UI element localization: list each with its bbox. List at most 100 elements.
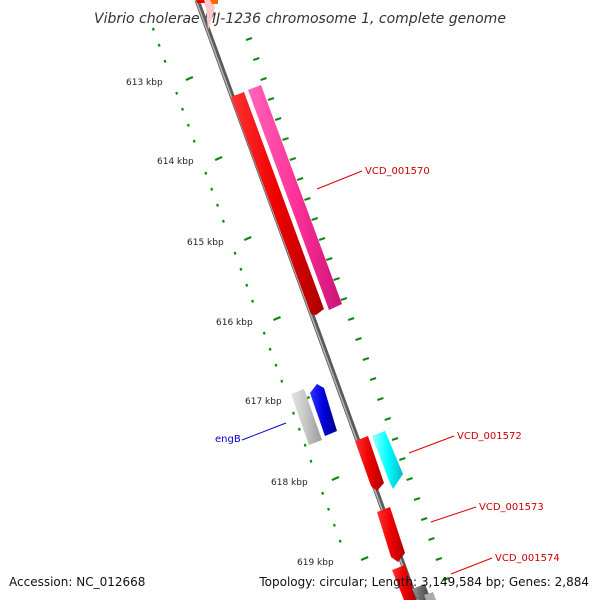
scale-dot-inner xyxy=(239,267,243,271)
gene-top-partial-orange[interactable] xyxy=(210,0,218,4)
scale-dot-inner xyxy=(303,443,307,447)
scale-track xyxy=(151,27,450,581)
scale-dot-inner xyxy=(292,411,295,415)
scale-dot-inner xyxy=(274,363,278,367)
leader-vcd-001570 xyxy=(316,170,363,190)
scale-dot-inner xyxy=(233,251,237,255)
scale-dot-outer xyxy=(267,97,275,101)
tick-label-619: 619 kbp xyxy=(297,558,334,568)
genome-backbone-highlight xyxy=(195,0,416,600)
gene-engb[interactable] xyxy=(310,384,337,436)
map-title: Vibrio cholerae MJ-1236 chromosome 1, co… xyxy=(94,11,506,27)
accession-text: Accession: NC_012668 xyxy=(9,575,145,589)
scale-dot-inner xyxy=(186,123,190,127)
leader-vcd-001572 xyxy=(408,435,455,454)
scale-dot-inner xyxy=(204,171,208,175)
scale-dot-inner xyxy=(332,523,336,527)
scale-dot-outer xyxy=(377,397,384,401)
gene-label-vcd-001574[interactable]: VCD_001574 xyxy=(495,553,560,564)
gene-labels: VCD_001570 engB VCD_001572 VCD_001573 VC… xyxy=(215,166,560,564)
scale-dot-outer xyxy=(435,557,443,561)
tick-label-614: 614 kbp xyxy=(157,157,194,167)
gene-vcd-001573[interactable] xyxy=(377,507,405,562)
scale-major-tick xyxy=(214,155,223,162)
scale-dot-outer xyxy=(442,577,450,581)
tick-label-615: 615 kbp xyxy=(187,238,224,248)
scale-dot-inner xyxy=(157,43,161,47)
tick-label-613: 613 kbp xyxy=(126,78,163,88)
scale-dot-outer xyxy=(318,237,326,241)
scale-dot-inner xyxy=(151,27,155,31)
gene-top-partial-red[interactable] xyxy=(196,0,205,3)
scale-dot-outer xyxy=(252,57,260,61)
scale-dot-inner xyxy=(297,427,301,431)
scale-dot-outer xyxy=(420,517,428,521)
gene-label-vcd-001572[interactable]: VCD_001572 xyxy=(457,431,522,442)
scale-dot-inner xyxy=(192,139,196,143)
scale-dot-outer xyxy=(428,537,435,541)
gene-vcd-001574[interactable] xyxy=(392,565,416,600)
scale-dot-inner xyxy=(327,507,330,511)
gene-label-engb[interactable]: engB xyxy=(215,434,241,445)
scale-dot-outer xyxy=(413,497,421,501)
scale-dot-outer xyxy=(282,137,289,141)
scale-dot-inner xyxy=(216,203,220,207)
scale-dot-outer xyxy=(296,177,304,181)
scale-dot-outer xyxy=(391,437,399,441)
tick-labels: 613 kbp 614 kbp 615 kbp 616 kbp 617 kbp … xyxy=(126,78,334,568)
scale-dot-inner xyxy=(175,91,179,95)
scale-major-tick xyxy=(331,475,340,482)
scale-dot-outer xyxy=(362,357,370,361)
scale-major-tick xyxy=(360,555,369,562)
gene-label-vcd-001573[interactable]: VCD_001573 xyxy=(479,502,544,513)
scale-major-tick xyxy=(273,315,281,322)
scale-dot-outer xyxy=(304,197,311,201)
scale-dot-outer xyxy=(355,337,362,341)
tick-label-617: 617 kbp xyxy=(245,397,282,407)
gene-vcd-001572[interactable] xyxy=(372,431,403,489)
scale-dot-outer xyxy=(311,217,319,221)
scale-dot-inner xyxy=(181,107,184,111)
scale-dot-inner xyxy=(338,539,342,543)
scale-dot-outer xyxy=(289,157,297,161)
scale-major-tick xyxy=(243,235,252,242)
gene-gray[interactable] xyxy=(291,389,322,445)
gene-red-long[interactable] xyxy=(231,92,324,315)
scale-dot-outer xyxy=(340,297,348,301)
scale-dot-outer xyxy=(260,77,267,81)
gene-top-partial-pink[interactable] xyxy=(203,0,215,30)
scale-dot-outer xyxy=(347,317,355,321)
scale-dot-inner xyxy=(245,283,249,287)
scale-dot-outer xyxy=(245,37,253,41)
scale-dot-inner xyxy=(321,491,325,495)
scale-dot-outer xyxy=(333,277,340,281)
scale-dot-inner xyxy=(280,379,284,383)
gene-label-vcd-001570[interactable]: VCD_001570 xyxy=(365,166,430,177)
gene-label-lines xyxy=(241,170,493,575)
scale-dot-inner xyxy=(309,459,313,463)
leader-engb xyxy=(241,422,287,441)
scale-dot-inner xyxy=(210,187,214,191)
tick-label-616: 616 kbp xyxy=(216,318,253,328)
scale-dot-inner xyxy=(268,347,272,351)
scale-dot-outer xyxy=(274,117,282,121)
leader-vcd-001574 xyxy=(450,557,493,575)
gene-bottom-lightgray[interactable] xyxy=(424,592,436,600)
scale-dot-outer xyxy=(384,417,392,421)
scale-dot-inner xyxy=(221,219,225,223)
scale-dot-inner xyxy=(163,59,167,63)
gene-red-572[interactable] xyxy=(355,436,384,491)
scale-dot-inner xyxy=(262,331,266,335)
scale-dot-outer xyxy=(369,377,377,381)
genome-summary-text: Topology: circular; Length: 3,149,584 bp… xyxy=(258,575,589,589)
tick-label-618: 618 kbp xyxy=(271,478,308,488)
gene-vcd-001570[interactable] xyxy=(248,85,342,310)
scale-major-tick xyxy=(185,75,194,82)
leader-vcd-001573 xyxy=(430,506,477,523)
scale-dot-outer xyxy=(406,477,413,481)
scale-dot-outer xyxy=(325,257,333,261)
scale-dot-outer xyxy=(398,457,406,461)
scale-dot-inner xyxy=(251,299,255,303)
gene-features xyxy=(196,0,436,600)
